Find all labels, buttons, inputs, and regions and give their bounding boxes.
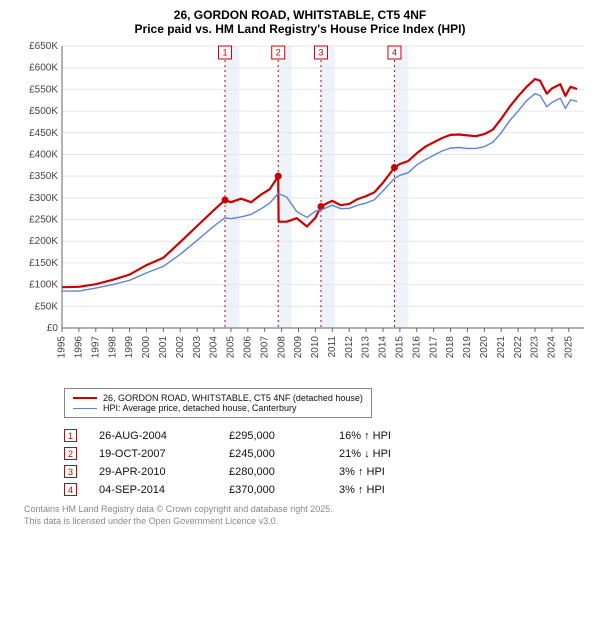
svg-text:£500K: £500K bbox=[29, 106, 58, 117]
svg-text:3: 3 bbox=[318, 47, 323, 57]
svg-text:£50K: £50K bbox=[35, 301, 59, 312]
svg-text:1999: 1999 bbox=[124, 336, 135, 359]
svg-text:2015: 2015 bbox=[395, 336, 406, 359]
svg-text:£650K: £650K bbox=[29, 42, 58, 52]
tx-date: 29-APR-2010 bbox=[99, 466, 229, 478]
svg-text:2025: 2025 bbox=[563, 336, 574, 359]
svg-text:£350K: £350K bbox=[29, 171, 58, 182]
svg-text:£200K: £200K bbox=[29, 236, 58, 247]
svg-text:2022: 2022 bbox=[513, 336, 524, 359]
svg-text:2017: 2017 bbox=[428, 336, 439, 359]
title-subtitle: Price paid vs. HM Land Registry's House … bbox=[12, 22, 588, 36]
legend-item: HPI: Average price, detached house, Cant… bbox=[73, 403, 363, 413]
svg-text:1: 1 bbox=[223, 47, 228, 57]
tx-marker: 4 bbox=[64, 483, 77, 496]
svg-text:2004: 2004 bbox=[209, 336, 220, 359]
svg-text:2012: 2012 bbox=[344, 336, 355, 359]
table-row: 4 04-SEP-2014 £370,000 3% ↑ HPI bbox=[64, 483, 588, 496]
svg-text:2018: 2018 bbox=[445, 336, 456, 359]
tx-hpi: 3% ↑ HPI bbox=[339, 466, 449, 478]
legend-label: 26, GORDON ROAD, WHITSTABLE, CT5 4NF (de… bbox=[103, 393, 363, 403]
svg-text:2003: 2003 bbox=[192, 336, 203, 359]
svg-text:1996: 1996 bbox=[74, 336, 85, 359]
legend-swatch bbox=[73, 397, 97, 399]
transactions-table: 1 26-AUG-2004 £295,000 16% ↑ HPI 2 19-OC… bbox=[64, 429, 588, 496]
svg-text:£600K: £600K bbox=[29, 63, 58, 74]
table-row: 2 19-OCT-2007 £245,000 21% ↓ HPI bbox=[64, 447, 588, 460]
tx-hpi: 16% ↑ HPI bbox=[339, 430, 449, 442]
svg-text:2: 2 bbox=[276, 47, 281, 57]
svg-text:2016: 2016 bbox=[411, 336, 422, 359]
svg-text:2021: 2021 bbox=[496, 336, 507, 359]
footer: Contains HM Land Registry data © Crown c… bbox=[24, 504, 588, 527]
svg-text:2020: 2020 bbox=[479, 336, 490, 359]
svg-text:£0: £0 bbox=[47, 323, 59, 334]
svg-text:£250K: £250K bbox=[29, 215, 58, 226]
svg-text:2005: 2005 bbox=[226, 336, 237, 359]
tx-marker: 1 bbox=[64, 429, 77, 442]
tx-date: 19-OCT-2007 bbox=[99, 448, 229, 460]
tx-date: 04-SEP-2014 bbox=[99, 484, 229, 496]
svg-text:£100K: £100K bbox=[29, 280, 58, 291]
svg-text:1997: 1997 bbox=[90, 336, 101, 359]
svg-text:£450K: £450K bbox=[29, 128, 58, 139]
title-address: 26, GORDON ROAD, WHITSTABLE, CT5 4NF bbox=[12, 8, 588, 22]
svg-text:2023: 2023 bbox=[530, 336, 541, 359]
tx-marker: 2 bbox=[64, 447, 77, 460]
svg-text:2006: 2006 bbox=[242, 336, 253, 359]
svg-text:£400K: £400K bbox=[29, 149, 58, 160]
svg-text:£150K: £150K bbox=[29, 258, 58, 269]
tx-price: £245,000 bbox=[229, 448, 339, 460]
footer-line: Contains HM Land Registry data © Crown c… bbox=[24, 504, 588, 516]
chart-title: 26, GORDON ROAD, WHITSTABLE, CT5 4NF Pri… bbox=[12, 8, 588, 36]
tx-hpi: 3% ↑ HPI bbox=[339, 484, 449, 496]
svg-text:1995: 1995 bbox=[57, 336, 68, 359]
svg-text:2011: 2011 bbox=[327, 336, 338, 358]
svg-text:2008: 2008 bbox=[276, 336, 287, 359]
svg-text:4: 4 bbox=[392, 47, 397, 57]
svg-text:2010: 2010 bbox=[310, 336, 321, 359]
svg-text:2000: 2000 bbox=[141, 336, 152, 359]
legend: 26, GORDON ROAD, WHITSTABLE, CT5 4NF (de… bbox=[64, 388, 372, 418]
svg-text:2002: 2002 bbox=[175, 336, 186, 359]
footer-line: This data is licensed under the Open Gov… bbox=[24, 516, 588, 528]
tx-hpi: 21% ↓ HPI bbox=[339, 448, 449, 460]
price-chart: £0 £50K £100K £150K £200K £250K £300K £350K £400… bbox=[12, 42, 588, 382]
tx-marker: 3 bbox=[64, 465, 77, 478]
svg-text:£300K: £300K bbox=[29, 193, 58, 204]
table-row: 3 29-APR-2010 £280,000 3% ↑ HPI bbox=[64, 465, 588, 478]
svg-text:£550K: £550K bbox=[29, 84, 58, 95]
svg-text:2019: 2019 bbox=[462, 336, 473, 359]
tx-date: 26-AUG-2004 bbox=[99, 430, 229, 442]
tx-price: £295,000 bbox=[229, 430, 339, 442]
tx-price: £370,000 bbox=[229, 484, 339, 496]
svg-text:2009: 2009 bbox=[293, 336, 304, 359]
table-row: 1 26-AUG-2004 £295,000 16% ↑ HPI bbox=[64, 429, 588, 442]
svg-text:1998: 1998 bbox=[107, 336, 118, 359]
svg-text:2014: 2014 bbox=[378, 336, 389, 359]
svg-text:2007: 2007 bbox=[259, 336, 270, 359]
svg-text:2013: 2013 bbox=[361, 336, 372, 359]
svg-text:2024: 2024 bbox=[547, 336, 558, 359]
legend-label: HPI: Average price, detached house, Cant… bbox=[103, 403, 296, 413]
legend-item: 26, GORDON ROAD, WHITSTABLE, CT5 4NF (de… bbox=[73, 393, 363, 403]
svg-text:2001: 2001 bbox=[158, 336, 169, 359]
legend-swatch bbox=[73, 408, 97, 409]
tx-price: £280,000 bbox=[229, 466, 339, 478]
